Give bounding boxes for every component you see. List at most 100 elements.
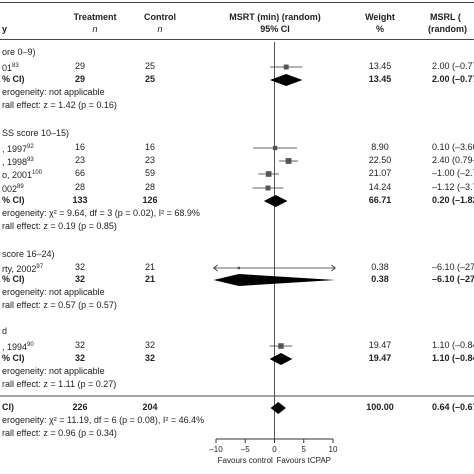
row-label-text: , 1994 <box>2 342 28 352</box>
row-control-n: 25 <box>144 74 155 84</box>
row-control-n: 21 <box>144 274 155 284</box>
x-tick-label: 5 <box>302 445 307 454</box>
row-treatment-n: 29 <box>74 74 85 84</box>
header-bottom-rule <box>0 39 474 40</box>
row-control-n: 126 <box>142 195 158 205</box>
reference-superscript: 90 <box>27 342 34 348</box>
row-label: % CI) <box>2 274 25 284</box>
row-control-n: 23 <box>144 155 155 165</box>
header-control-n: n <box>157 24 163 34</box>
row-control-n: 25 <box>144 61 155 71</box>
reference-superscript: 100 <box>32 170 43 176</box>
row-weight: 0.38 <box>371 274 389 284</box>
row-label: score 16–24) <box>2 249 55 259</box>
pooled-estimate-diamond <box>269 353 293 365</box>
study-point-estimate <box>265 185 271 191</box>
row-label-text: 002 <box>2 184 18 194</box>
study-point-estimate <box>278 343 284 349</box>
row-label: CI) <box>2 402 14 412</box>
row-msrl: 1.10 (–0.84 <box>432 353 474 363</box>
row-control-n: 28 <box>144 182 155 192</box>
header-weight: Weight <box>365 12 395 22</box>
row-label: rty, 200297 <box>2 262 43 275</box>
row-msrl: –6.10 (–27.26 <box>432 262 474 272</box>
ci-arrow-right <box>331 264 337 272</box>
row-label: 00289 <box>2 182 24 195</box>
row-weight: 66.71 <box>368 195 392 205</box>
header-study: y <box>2 24 8 34</box>
pooled-estimate-diamond <box>269 74 303 86</box>
row-msrl: 1.10 (–0.84 <box>432 340 474 350</box>
header-treatment-n: n <box>92 24 98 34</box>
row-weight: 13.45 <box>368 74 392 84</box>
row-weight: 100.00 <box>366 402 394 412</box>
row-weight: 0.38 <box>371 262 389 272</box>
x-tick-label: 0 <box>272 445 277 454</box>
row-treatment-n: 32 <box>74 340 85 350</box>
ci-arrow-left <box>212 264 218 272</box>
row-treatment-n: 16 <box>74 142 85 152</box>
x-tick-label: 10 <box>329 445 338 454</box>
row-msrl: –1.00 (–2.76 <box>432 168 474 178</box>
study-point-estimate <box>283 64 289 70</box>
x-tick-label: –5 <box>241 445 250 454</box>
row-label: erogeneity: not applicable <box>2 87 105 97</box>
pooled-estimate-diamond <box>270 402 286 414</box>
row-msrl: 0.10 (–3.66 <box>432 142 474 152</box>
row-treatment-n: 226 <box>72 402 88 412</box>
reference-superscript: 83 <box>12 63 19 69</box>
row-label: % CI) <box>2 353 25 363</box>
row-label: rall effect: z = 1.42 (p = 0.16) <box>2 100 117 110</box>
row-label: erogeneity: χ² = 11.19, df = 6 (p = 0.08… <box>2 415 205 425</box>
row-label: rall effect: z = 1.11 (p = 0.27) <box>2 379 117 389</box>
row-label: % CI) <box>2 74 25 84</box>
reference-superscript: 93 <box>27 157 34 163</box>
row-control-n: 204 <box>142 402 158 412</box>
row-label-text: , 1998 <box>2 157 28 167</box>
row-treatment-n: 32 <box>74 274 85 284</box>
row-label: o, 2001100 <box>2 168 42 181</box>
row-weight: 22.50 <box>368 155 392 165</box>
row-label: rall effect: z = 0.57 (p = 0.57) <box>2 300 117 310</box>
row-label: erogeneity: not applicable <box>2 366 105 376</box>
row-msrl: 0.20 (–1.82 <box>432 195 474 205</box>
row-msrl: 0.64 (–0.67 <box>432 402 474 412</box>
pooled-estimate-diamond <box>213 274 336 286</box>
row-msrl: 2.00 (–0.77 <box>432 61 474 71</box>
row-treatment-n: 32 <box>74 353 85 363</box>
header-msrl: MSRL ( <box>430 12 461 22</box>
row-label: % CI) <box>2 195 25 205</box>
reference-superscript: 92 <box>27 144 34 150</box>
row-treatment-n: 29 <box>74 61 85 71</box>
row-treatment-n: 133 <box>72 195 88 205</box>
row-label: , 199490 <box>2 340 34 353</box>
header-msrl-sub: (random) <box>428 24 467 34</box>
reference-superscript: 89 <box>17 184 24 190</box>
favours-control-label: Favours control <box>218 456 273 465</box>
row-msrl: 2.40 (0.79– <box>432 155 474 165</box>
row-label: 0183 <box>2 61 19 74</box>
row-label: , 199893 <box>2 155 34 168</box>
row-weight: 8.90 <box>371 142 389 152</box>
row-label-text: , 1997 <box>2 144 28 154</box>
row-treatment-n: 32 <box>74 262 85 272</box>
row-label: SS score 10–15) <box>2 128 70 138</box>
row-label-text: rty, 2002 <box>2 264 37 274</box>
study-point-estimate <box>272 145 278 151</box>
header-control: Control <box>144 12 176 22</box>
row-control-n: 21 <box>144 262 155 272</box>
row-label: ore 0–9) <box>2 47 36 57</box>
row-control-n: 32 <box>144 340 155 350</box>
row-weight: 13.45 <box>368 61 392 71</box>
study-point-estimate <box>237 266 241 270</box>
row-label: rall effect: z = 0.96 (p = 0.34) <box>2 428 117 438</box>
study-point-estimate <box>285 158 292 164</box>
row-msrl: 2.00 (–0.77 <box>432 74 474 84</box>
row-control-n: 32 <box>144 353 155 363</box>
row-label: d <box>2 326 8 336</box>
row-label: erogeneity: not applicable <box>2 287 105 297</box>
row-label: , 199792 <box>2 142 34 155</box>
reference-superscript: 97 <box>36 264 44 270</box>
header-weight-unit: % <box>375 24 384 34</box>
